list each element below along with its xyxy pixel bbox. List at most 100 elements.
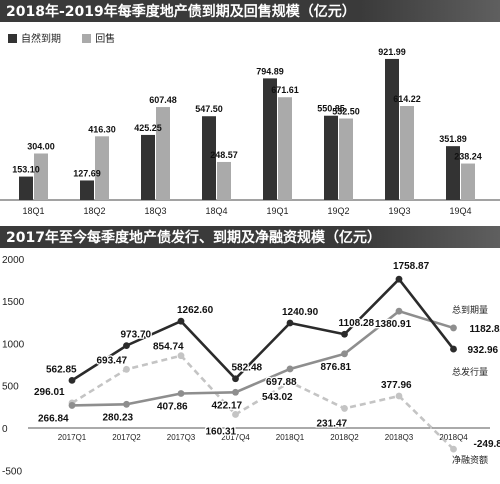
bar-putback-18Q1 <box>34 153 48 200</box>
bar-putback-18Q3 <box>156 107 170 200</box>
data-label-issuance-2018Q3: 1758.87 <box>393 261 430 272</box>
legend-item-putback: 回售 <box>82 30 115 45</box>
bar-category-label-18Q2: 18Q2 <box>83 206 105 216</box>
top-bar-chart: 153.10 304.00 18Q1 127.69 416.30 18Q2 425.25 60… <box>0 47 500 216</box>
bar-label-putback-19Q4: 238.24 <box>454 152 482 162</box>
x-category-label-2017Q2: 2017Q2 <box>112 433 141 442</box>
bar-label-natural-19Q3: 921.99 <box>378 47 406 57</box>
data-label-issuance-2017Q4: 582.48 <box>232 363 263 374</box>
bar-label-natural-18Q1: 153.10 <box>12 165 40 175</box>
bar-category-label-19Q4: 19Q4 <box>449 206 471 216</box>
point-issuance-2017Q4 <box>232 375 239 383</box>
data-label-net-financing-2018Q3: 377.96 <box>381 380 412 391</box>
point-issuance-2018Q2 <box>341 330 348 338</box>
point-maturity-2017Q4 <box>232 388 239 396</box>
x-category-label-2017Q3: 2017Q3 <box>167 433 196 442</box>
series-name-label-net-financing: 净融资额 <box>452 454 488 465</box>
bar-label-natural-18Q2: 127.69 <box>73 168 101 178</box>
bar-putback-19Q3 <box>400 106 414 200</box>
bar-label-putback-18Q2: 416.30 <box>88 124 116 134</box>
y-tick-label-1500: 1500 <box>2 297 25 308</box>
bar-label-natural-18Q4: 547.50 <box>195 104 223 114</box>
x-category-label-2018Q1: 2018Q1 <box>276 433 305 442</box>
legend-label-natural: 自然到期 <box>21 34 61 45</box>
point-net-financing-2018Q3 <box>395 392 403 400</box>
legend-label-putback: 回售 <box>95 34 116 45</box>
data-label-maturity-2017Q1: 266.84 <box>38 413 69 424</box>
x-category-label-2018Q4: 2018Q4 <box>439 433 468 442</box>
data-label-maturity-2018Q3: 1380.91 <box>375 319 412 330</box>
bar-putback-18Q4 <box>217 161 231 200</box>
bar-natural-19Q2 <box>324 115 338 200</box>
point-issuance-2017Q3 <box>177 317 185 325</box>
bar-label-natural-19Q4: 351.89 <box>439 134 467 144</box>
data-label-maturity-2018Q4: 1182.82 <box>470 324 500 335</box>
bar-natural-18Q1 <box>19 176 33 200</box>
data-label-net-financing-2017Q1: 296.01 <box>34 387 65 398</box>
point-net-financing-2017Q2 <box>123 365 130 373</box>
x-category-label-2017Q1: 2017Q1 <box>58 433 87 442</box>
y-tick-label-neg500: -500 <box>2 466 22 477</box>
x-category-label-2017Q4: 2017Q4 <box>221 433 250 442</box>
data-label-maturity-2018Q1: 697.88 <box>266 377 297 388</box>
series-line-net-financing <box>71 354 455 451</box>
point-issuance-2017Q2 <box>123 342 130 350</box>
data-label-net-financing-2017Q4: 160.31 <box>206 426 237 437</box>
point-maturity-2017Q3 <box>177 390 185 397</box>
bar-putback-19Q2 <box>339 118 353 200</box>
bar-putback-19Q1 <box>278 97 292 200</box>
title-band-decoration <box>360 0 500 22</box>
point-maturity-2017Q1 <box>68 402 76 409</box>
bar-category-label-18Q1: 18Q1 <box>22 206 44 216</box>
bar-label-natural-18Q3: 425.25 <box>134 123 162 133</box>
data-label-net-financing-2018Q4: -249.86 <box>474 439 500 450</box>
top-chart-title-band: 2018年-2019年每季度地产债到期及回售规模（亿元） <box>0 0 500 22</box>
bar-label-putback-19Q1: 671.61 <box>271 85 299 95</box>
data-label-maturity-2017Q2: 280.23 <box>103 412 134 423</box>
point-net-financing-2017Q4 <box>232 411 239 418</box>
bar-label-putback-18Q3: 607.48 <box>149 95 177 105</box>
point-maturity-2018Q4 <box>450 324 457 332</box>
top-chart-legend: 自然到期 回售 <box>8 30 133 45</box>
data-label-issuance-2018Q4: 932.96 <box>468 345 499 356</box>
bottom-line-chart: 2000 1500 1000 500 0 -500 2017Q1 2017Q2 2017Q3 20… <box>2 255 500 477</box>
data-label-issuance-2018Q2: 1108.28 <box>339 318 375 329</box>
series-line-issuance <box>71 277 455 382</box>
y-tick-label-2000: 2000 <box>2 255 25 266</box>
data-label-net-financing-2017Q2: 693.47 <box>97 355 128 366</box>
point-net-financing-2018Q4 <box>450 445 457 453</box>
bar-label-putback-18Q1: 304.00 <box>27 141 55 151</box>
data-label-issuance-2017Q1: 562.85 <box>46 364 77 375</box>
data-label-net-financing-2018Q2: 231.47 <box>317 418 348 429</box>
bar-natural-18Q3 <box>141 134 155 200</box>
bar-label-natural-19Q1: 794.89 <box>256 66 284 76</box>
legend-item-natural: 自然到期 <box>8 30 61 45</box>
data-label-net-financing-2017Q3: 854.74 <box>153 342 184 353</box>
series-line-maturity <box>71 309 454 407</box>
top-chart-title: 2018年-2019年每季度地产债到期及回售规模（亿元） <box>6 4 356 20</box>
point-net-financing-2018Q2 <box>341 405 348 412</box>
bar-category-label-18Q4: 18Q4 <box>205 206 227 216</box>
bar-natural-19Q4 <box>446 146 460 200</box>
x-category-label-2018Q2: 2018Q2 <box>330 433 359 442</box>
data-label-issuance-2017Q3: 1262.60 <box>177 305 214 316</box>
bar-label-putback-18Q4: 248.57 <box>210 150 238 160</box>
data-label-maturity-2017Q4: 422.17 <box>212 400 243 411</box>
bar-putback-18Q2 <box>95 136 109 200</box>
bar-label-natural-19Q2: 550.85 <box>317 104 345 114</box>
data-label-issuance-2017Q2: 973.70 <box>121 330 152 341</box>
x-category-label-2018Q3: 2018Q3 <box>385 433 414 442</box>
point-issuance-2017Q1 <box>68 376 76 384</box>
bottom-chart-title: 2017年至今每季度地产债发行、到期及净融资规模（亿元） <box>6 230 381 246</box>
bar-category-label-18Q3: 18Q3 <box>144 206 166 216</box>
point-maturity-2018Q1 <box>286 365 294 373</box>
data-label-maturity-2018Q2: 876.81 <box>321 362 352 373</box>
bar-label-putback-19Q2: 532.50 <box>332 107 360 117</box>
data-label-net-financing-2018Q1: 543.02 <box>262 392 293 403</box>
y-tick-label-1000: 1000 <box>2 339 25 350</box>
point-issuance-2018Q1 <box>286 319 294 327</box>
bar-label-putback-19Q3: 614.22 <box>393 94 421 104</box>
bar-category-label-19Q1: 19Q1 <box>266 206 288 216</box>
bottom-chart-title-band: 2017年至今每季度地产债发行、到期及净融资规模（亿元） <box>0 226 500 248</box>
point-maturity-2018Q3 <box>395 307 403 315</box>
